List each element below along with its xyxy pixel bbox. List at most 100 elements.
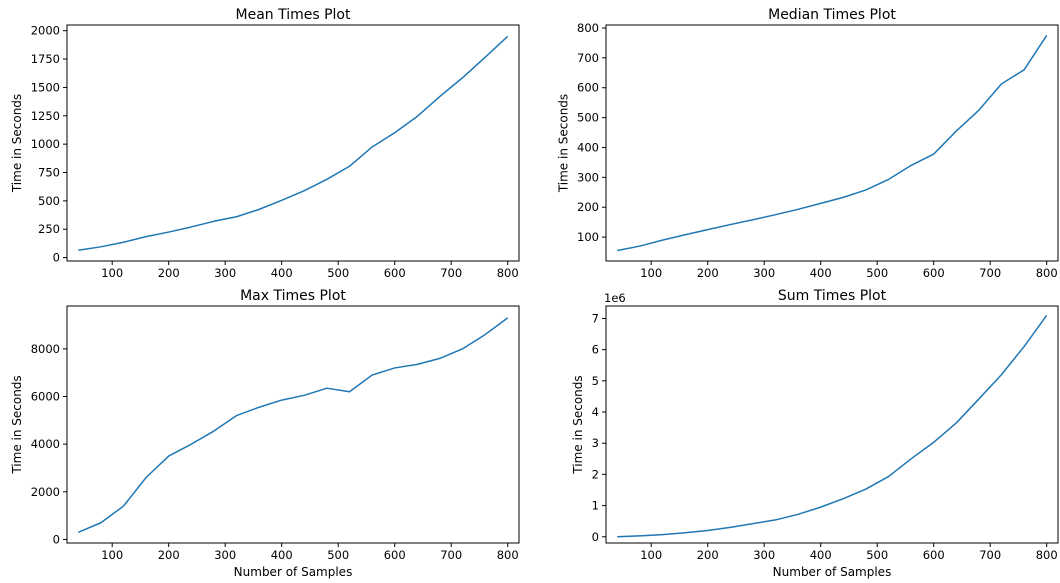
y-tick-label: 7 <box>592 311 599 325</box>
x-tick-label: 500 <box>327 548 349 562</box>
x-tick-label: 400 <box>271 266 293 280</box>
y-tick-label: 500 <box>38 194 60 208</box>
data-point <box>191 226 193 228</box>
subplot-4: Sum Times Plot 100 200 300 400 500 600 700 800 0 1… <box>571 288 1059 579</box>
x-tick-label: 300 <box>214 548 236 562</box>
data-point <box>888 179 890 181</box>
data-point <box>484 334 486 336</box>
data-point <box>439 358 441 360</box>
data-point <box>394 132 396 134</box>
x-tick-label: 100 <box>640 548 662 562</box>
data-point <box>730 224 732 226</box>
data-point <box>888 476 890 478</box>
y-tick-label: 2000 <box>31 24 60 38</box>
data-point <box>956 422 958 424</box>
y-tick-label: 2000 <box>31 485 60 499</box>
x-tick-label: 800 <box>1036 548 1058 562</box>
y-tick-label: 0 <box>53 251 60 265</box>
data-point <box>707 530 709 532</box>
data-point <box>1046 315 1048 317</box>
y-tick-label: 300 <box>577 170 599 184</box>
x-tick-label: 200 <box>158 266 180 280</box>
x-tick-label: 500 <box>866 548 888 562</box>
data-point <box>730 527 732 529</box>
data-point <box>865 488 867 490</box>
data-point <box>507 36 509 38</box>
data-point <box>258 406 260 408</box>
data-point <box>820 506 822 508</box>
axes-frame <box>605 24 1059 262</box>
data-point <box>78 531 80 533</box>
data-point <box>707 229 709 231</box>
chart-title: Sum Times Plot <box>778 288 887 304</box>
y-tick-label: 250 <box>38 222 60 236</box>
data-point <box>462 348 464 350</box>
y-tick-label: 100 <box>577 230 599 244</box>
data-point <box>1023 346 1025 348</box>
data-point <box>978 109 980 111</box>
x-tick-label: 600 <box>384 548 406 562</box>
y-tick-label: 6000 <box>31 390 60 404</box>
y-tick-label: 600 <box>577 81 599 95</box>
x-tick-label: 100 <box>640 266 662 280</box>
y-tick-label: 8000 <box>31 342 60 356</box>
data-point <box>956 130 958 132</box>
data-point <box>394 367 396 369</box>
x-axis-label: Number of Samples <box>773 565 892 579</box>
y-tick-label: 1500 <box>31 80 60 94</box>
y-tick-label: 2 <box>592 467 599 481</box>
x-tick-label: 600 <box>923 548 945 562</box>
x-tick-label: 200 <box>158 548 180 562</box>
data-point <box>662 534 664 536</box>
data-point <box>843 197 845 199</box>
data-point <box>1001 83 1003 85</box>
data-point <box>439 96 441 98</box>
data-point <box>639 245 641 247</box>
data-point <box>349 165 351 167</box>
data-point <box>123 505 125 507</box>
data-point <box>617 536 619 538</box>
data-point <box>100 246 102 248</box>
data-point <box>752 523 754 525</box>
subplot-2: Median Times Plot 100 200 300 400 500 600 700 80… <box>556 7 1059 280</box>
x-tick-label: 300 <box>753 266 775 280</box>
data-point <box>933 441 935 443</box>
data-point <box>191 443 193 445</box>
data-point <box>617 250 619 252</box>
data-point <box>236 415 238 417</box>
chart-title: Max Times Plot <box>240 288 346 304</box>
data-point <box>684 234 686 236</box>
axes-frame <box>66 305 520 544</box>
x-tick-label: 500 <box>866 266 888 280</box>
axes-frame <box>605 305 1059 544</box>
x-tick-label: 800 <box>497 266 519 280</box>
y-tick-label: 4 <box>592 405 599 419</box>
data-point <box>213 430 215 432</box>
data-point <box>1001 374 1003 376</box>
subplot-1: Mean Times Plot 100 200 300 400 500 600 700 800 0… <box>10 7 520 280</box>
data-point <box>462 77 464 79</box>
data-point <box>168 455 170 457</box>
data-point <box>797 209 799 211</box>
data-point <box>100 522 102 524</box>
series-line <box>78 317 509 533</box>
y-tick-label: 750 <box>38 166 60 180</box>
data-point <box>417 116 419 118</box>
data-point <box>752 219 754 221</box>
data-point <box>639 535 641 537</box>
chart-title: Median Times Plot <box>768 7 896 23</box>
x-tick-label: 400 <box>271 548 293 562</box>
x-axis-label: Number of Samples <box>234 565 353 579</box>
series-line <box>78 35 509 251</box>
x-tick-label: 700 <box>979 548 1001 562</box>
data-point <box>484 57 486 59</box>
data-point <box>843 498 845 500</box>
data-point <box>910 458 912 460</box>
x-tick-label: 300 <box>214 266 236 280</box>
x-tick-label: 300 <box>753 548 775 562</box>
data-point <box>775 214 777 216</box>
y-tick-label: 400 <box>577 140 599 154</box>
series-line <box>617 35 1048 252</box>
data-point <box>662 239 664 241</box>
